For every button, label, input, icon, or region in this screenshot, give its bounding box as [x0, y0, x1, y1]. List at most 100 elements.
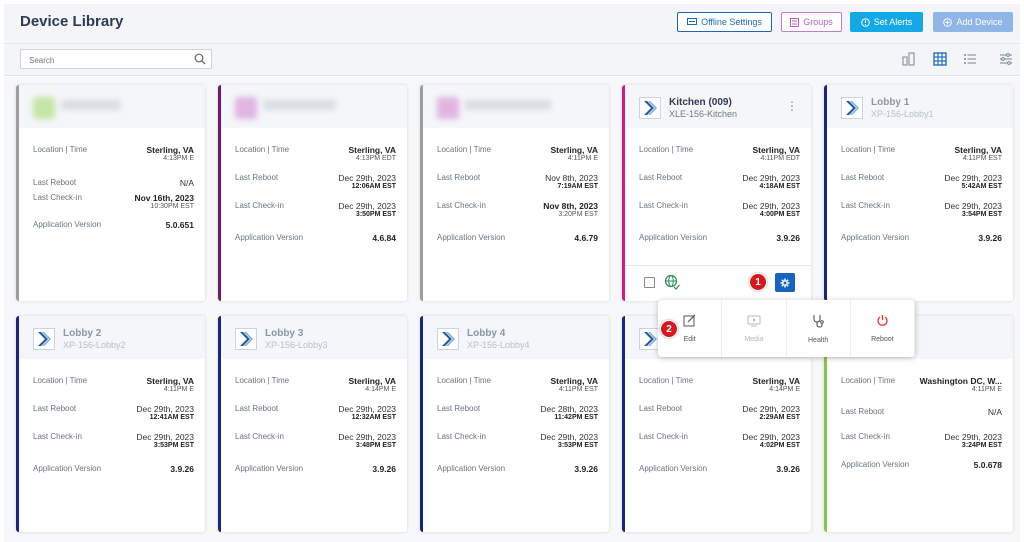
add-device-button[interactable]: Add Device [933, 12, 1013, 32]
device-card[interactable]: Location | Time Sterling, VA 4:13PM E Last … [16, 85, 205, 301]
device-card[interactable]: Location | Time Sterling, VA 4:11PM E Last … [420, 85, 609, 301]
set-alerts-label: Set Alerts [873, 17, 913, 27]
location-time-label: Location | Time [841, 145, 896, 154]
gear-icon [780, 278, 790, 287]
location-time-row: Location | Time Washington DC, W... 4:11PM… [841, 376, 1002, 395]
groups-button[interactable]: Groups [781, 12, 842, 32]
checkin-date: Dec 29th, 2023 [742, 432, 800, 442]
device-id: XP-156-Lobby3 [265, 340, 328, 350]
time-value: 4:13PM E [163, 155, 194, 163]
device-thumbnail [235, 97, 257, 119]
filter-settings-icon[interactable] [999, 52, 1013, 66]
menu-item-media[interactable]: Media [722, 300, 787, 357]
reboot-time: 11:42PM EST [554, 414, 598, 422]
device-card[interactable]: Lobby 1 XP-156-Lobby1 Location | Time Sterl… [824, 85, 1013, 301]
app-version-value: 4.6.84 [372, 233, 396, 243]
app-version-label: Application Version [841, 233, 910, 242]
last-reboot-row: Last Reboot Dec 28th, 2023 11:42PM EST [437, 404, 598, 423]
checkin-date: Dec 29th, 2023 [338, 201, 396, 211]
card-header: Lobby 1 XP-156-Lobby1 [827, 85, 1013, 128]
device-logo-icon [33, 328, 55, 350]
time-value: 4:14PM E [769, 386, 800, 394]
device-name: Lobby 2 [63, 328, 102, 339]
last-reboot-label: Last Reboot [235, 173, 279, 182]
last-reboot-row: Last Reboot Dec 29th, 2023 5:42AM EST [841, 173, 1002, 192]
app-version-value: 5.0.651 [165, 220, 194, 230]
menu-item-label: Edit [683, 336, 696, 343]
location-value: Washington DC, W... [919, 376, 1002, 386]
checkin-date: Dec 29th, 2023 [338, 432, 396, 442]
last-checkin-row: Last Check-in Dec 29th, 2023 3:48PM EST [235, 432, 396, 451]
last-checkin-label: Last Check-in [437, 432, 486, 441]
last-reboot-row: Last Reboot N/A [841, 407, 1002, 417]
search-box[interactable] [20, 49, 212, 70]
last-reboot-label: Last Reboot [235, 404, 279, 413]
app-version-row: Application Version 3.9.26 [33, 464, 194, 474]
redacted-name [263, 100, 336, 110]
device-card[interactable]: Location | Time Sterling, VA 4:13PM EDT Las… [218, 85, 407, 301]
last-checkin-label: Last Check-in [33, 193, 82, 202]
menu-item-edit[interactable]: Edit [658, 300, 723, 357]
last-checkin-row: Last Check-in Dec 29th, 2023 3:54PM EST [841, 201, 1002, 220]
location-time-label: Location | Time [639, 376, 694, 385]
time-value: 4:11PM E [971, 386, 1002, 394]
settings-gear-button[interactable] [775, 273, 795, 292]
menu-item-label: Reboot [871, 336, 894, 343]
device-card[interactable]: Lobby 3 XP-156-Lobby3 Location | Time Sterl… [218, 316, 407, 532]
app-version-row: Application Version 3.9.26 [639, 464, 800, 474]
checkin-time: 3:53PM EST [557, 442, 598, 450]
add-device-label: Add Device [956, 17, 1003, 27]
menu-item-health[interactable]: Health [787, 300, 851, 357]
card-header: Lobby 2 XP-156-Lobby2 [19, 316, 205, 359]
checkin-date: Dec 29th, 2023 [944, 432, 1002, 442]
app-version-label: Application Version [437, 464, 506, 473]
last-checkin-label: Last Check-in [437, 201, 486, 210]
groups-label: Groups [803, 17, 833, 27]
last-checkin-row: Last Check-in Dec 29th, 2023 3:24PM EST [841, 432, 1002, 451]
select-checkbox[interactable] [644, 277, 655, 288]
reboot-time: 2:29AM EST [759, 414, 800, 422]
search-icon[interactable] [194, 53, 206, 65]
device-id: XP-156-Lobby1 [871, 109, 934, 119]
device-id: XP-156-Lobby2 [63, 340, 126, 350]
checkin-time: 3:48PM EST [355, 442, 396, 450]
list-view-icon[interactable] [963, 52, 977, 66]
step-badge-1: 1 [749, 273, 767, 291]
location-time-row: Location | Time Sterling, VA 4:11PM E [33, 376, 194, 395]
offline-settings-button[interactable]: Offline Settings [677, 12, 772, 32]
location-time-row: Location | Time Sterling, VA 4:11PM E [437, 145, 598, 164]
time-value: 4:11PM E [567, 155, 598, 163]
search-input[interactable] [21, 51, 181, 70]
grid-view-icon[interactable] [933, 52, 947, 66]
reboot-time: 7:19AM EST [557, 183, 598, 191]
device-id: XP-156-Lobby4 [467, 340, 530, 350]
kebab-menu-icon[interactable]: ⋮ [786, 99, 798, 113]
reboot-time: 4:18AM EST [759, 183, 800, 191]
menu-item-reboot[interactable]: Reboot [851, 300, 915, 357]
reboot-time: 12:32AM EST [351, 414, 396, 422]
card-header [423, 85, 609, 128]
device-thumbnail [33, 97, 55, 119]
device-card[interactable]: Lobby 2 XP-156-Lobby2 Location | Time Sterl… [16, 316, 205, 532]
redacted-name [61, 100, 121, 110]
last-checkin-row: Last Check-in Nov 8th, 2023 3:20PM EST [437, 201, 598, 220]
checkin-time: 3:50PM EST [355, 211, 396, 219]
last-checkin-label: Last Check-in [235, 432, 284, 441]
time-value: 4:13PM EDT [355, 155, 396, 163]
set-alerts-button[interactable]: Set Alerts [850, 12, 923, 32]
location-value: Sterling, VA [752, 145, 800, 155]
device-card[interactable]: Lobby 4 XP-156-Lobby4 Location | Time Sterl… [420, 316, 609, 532]
location-time-row: Location | Time Sterling, VA 4:14PM E [235, 376, 396, 395]
card-header [19, 85, 205, 128]
reboot-time: 12:41AM EST [149, 414, 194, 422]
checkin-date: Nov 8th, 2023 [543, 201, 598, 211]
reboot-date: Dec 29th, 2023 [338, 404, 396, 414]
reboot-time: 5:42AM EST [961, 183, 1002, 191]
app-version-row: Application Version 3.9.26 [841, 233, 1002, 243]
last-checkin-row: Last Check-in Nov 16th, 2023 10:30PM EST [33, 193, 194, 212]
globe-check-icon[interactable] [664, 274, 680, 290]
last-reboot-label: Last Reboot [841, 407, 885, 416]
device-card[interactable]: Kitchen (009) XLE-156-Kitchen ⋮ Location | … [622, 85, 811, 301]
checkin-time: 10:30PM EST [150, 203, 194, 211]
chart-view-icon[interactable] [902, 52, 916, 66]
